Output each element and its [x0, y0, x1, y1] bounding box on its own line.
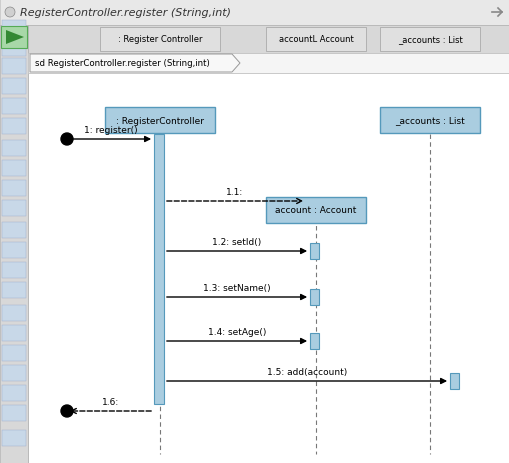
Bar — [100, 28, 219, 52]
Bar — [105, 108, 215, 134]
Text: RegisterController.register (String,int): RegisterController.register (String,int) — [20, 8, 231, 18]
Bar — [449, 373, 458, 389]
Bar — [2, 263, 26, 278]
Bar — [2, 405, 26, 421]
Bar — [154, 135, 164, 404]
Circle shape — [61, 405, 73, 417]
Bar — [2, 21, 26, 37]
Bar — [0, 26, 28, 463]
Text: sd RegisterController.register (String,int): sd RegisterController.register (String,i… — [35, 59, 209, 69]
Bar — [2, 282, 26, 298]
Bar — [1, 27, 27, 49]
Bar — [2, 79, 26, 95]
Bar — [2, 99, 26, 115]
Bar — [2, 181, 26, 197]
Bar — [309, 289, 318, 305]
Bar — [266, 198, 365, 224]
Bar — [2, 161, 26, 176]
Bar — [2, 41, 26, 57]
Bar — [2, 200, 26, 217]
Bar — [266, 28, 365, 52]
Text: _accounts : List: _accounts : List — [397, 36, 462, 44]
Bar — [2, 385, 26, 401]
Bar — [2, 345, 26, 361]
Bar — [2, 325, 26, 341]
Text: accountL Account: accountL Account — [278, 36, 353, 44]
Text: 1.2: setId(): 1.2: setId() — [212, 238, 261, 246]
Bar — [2, 365, 26, 381]
Bar — [2, 305, 26, 321]
Bar — [2, 430, 26, 446]
Text: 1.3: setName(): 1.3: setName() — [203, 283, 270, 292]
Bar — [0, 0, 509, 26]
Bar — [2, 119, 26, 135]
Circle shape — [5, 8, 15, 18]
Text: 1.5: add(account): 1.5: add(account) — [266, 367, 347, 376]
Text: 1.1:: 1.1: — [226, 188, 243, 197]
Bar — [2, 243, 26, 258]
Polygon shape — [30, 55, 240, 73]
Text: : RegisterController: : RegisterController — [116, 116, 204, 125]
Text: 1.6:: 1.6: — [102, 397, 119, 406]
Bar — [379, 108, 479, 134]
Bar — [28, 74, 509, 463]
Text: 1.4: setAge(): 1.4: setAge() — [207, 327, 266, 336]
Bar — [28, 54, 509, 74]
Text: _accounts : List: _accounts : List — [394, 116, 464, 125]
Bar — [2, 223, 26, 238]
Text: : Register Controller: : Register Controller — [118, 36, 202, 44]
Bar — [309, 244, 318, 259]
Bar — [2, 59, 26, 75]
Polygon shape — [6, 31, 24, 45]
Bar — [28, 26, 509, 54]
Text: account : Account: account : Account — [275, 206, 356, 215]
Bar — [309, 333, 318, 349]
Bar — [2, 141, 26, 156]
Text: 1: register(): 1: register() — [83, 126, 137, 135]
Circle shape — [61, 134, 73, 146]
Bar — [379, 28, 479, 52]
